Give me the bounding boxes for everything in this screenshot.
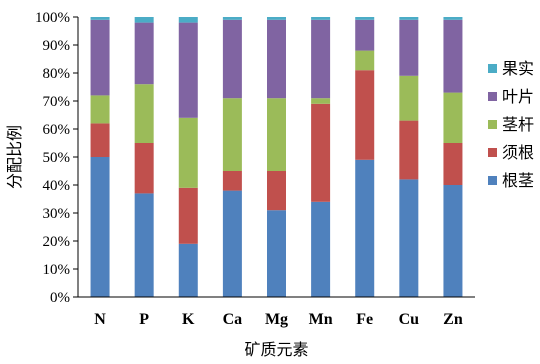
plot-area bbox=[90, 17, 463, 297]
x-category-label: Mn bbox=[309, 311, 333, 328]
bar-segment bbox=[399, 120, 419, 180]
bar-segment bbox=[443, 185, 463, 297]
x-category-label: Cu bbox=[399, 311, 420, 328]
x-category-label: Zn bbox=[443, 311, 463, 328]
bar-segment bbox=[399, 19, 419, 76]
bar-segment bbox=[178, 187, 198, 244]
bar-segment bbox=[443, 17, 463, 20]
bar-segment bbox=[178, 243, 198, 297]
bar-segment bbox=[222, 19, 242, 99]
x-category-label: Fe bbox=[356, 311, 373, 328]
bar-segment bbox=[134, 193, 154, 297]
y-tick-label: 20% bbox=[43, 234, 71, 250]
bar-segment bbox=[311, 19, 331, 99]
bar-segment bbox=[222, 171, 242, 191]
x-category-label: Mg bbox=[265, 311, 288, 328]
bar-segment bbox=[443, 143, 463, 185]
y-tick-label: 50% bbox=[43, 150, 71, 166]
y-tick-label: 70% bbox=[43, 94, 71, 110]
bar-segment bbox=[311, 17, 331, 20]
bar-segment bbox=[399, 75, 419, 121]
bar-segment bbox=[355, 19, 375, 51]
bar-segment bbox=[267, 19, 286, 99]
bar-segment bbox=[311, 201, 331, 297]
y-tick-label: 90% bbox=[43, 38, 71, 54]
y-tick-label: 100% bbox=[35, 10, 70, 26]
bar-segment bbox=[267, 210, 286, 297]
legend-label: 须根 bbox=[502, 143, 534, 162]
x-category-label: K bbox=[182, 311, 195, 328]
bar-segment bbox=[355, 17, 375, 20]
bar-segment bbox=[90, 95, 110, 124]
bar-segment bbox=[222, 98, 242, 171]
bar-segment bbox=[134, 143, 154, 194]
bar-segment bbox=[355, 70, 375, 160]
bar-segment bbox=[222, 190, 242, 297]
legend-swatch bbox=[488, 176, 497, 185]
legend-label: 根茎 bbox=[502, 171, 534, 190]
x-axis-title: 矿质元素 bbox=[244, 340, 308, 359]
bar-segment bbox=[355, 159, 375, 297]
bar-segment bbox=[267, 171, 286, 211]
y-axis-ticks: 0% 10% 20% 30% 40% 50% 60% 70% 80% 90% 100% bbox=[35, 10, 78, 306]
bar-segment bbox=[90, 157, 110, 297]
y-tick-label: 0% bbox=[50, 290, 70, 306]
bar-segment bbox=[134, 17, 154, 23]
y-tick-label: 60% bbox=[43, 122, 71, 138]
bar-segment bbox=[267, 17, 286, 20]
legend-swatch bbox=[488, 120, 497, 129]
bar-segment bbox=[90, 17, 110, 20]
x-category-label: Ca bbox=[223, 311, 243, 328]
bar-segment bbox=[443, 19, 463, 93]
bar-segment bbox=[178, 22, 198, 118]
bar-segment bbox=[178, 17, 198, 23]
bar-segment bbox=[134, 84, 154, 143]
y-tick-label: 30% bbox=[43, 206, 71, 222]
bar-segment bbox=[90, 123, 110, 157]
legend-swatch bbox=[488, 92, 497, 101]
y-tick-label: 10% bbox=[43, 262, 71, 278]
legend-swatch bbox=[488, 64, 497, 73]
bar-segment bbox=[222, 17, 242, 20]
x-axis-category-labels: N P K Ca Mg Mn Fe Cu Zn bbox=[94, 311, 463, 328]
bar-segment bbox=[134, 22, 154, 85]
legend-label: 叶片 bbox=[502, 87, 534, 106]
bar-segment bbox=[399, 17, 419, 20]
bar-segment bbox=[90, 19, 110, 96]
legend-label: 茎杆 bbox=[502, 115, 534, 134]
bar-segment bbox=[311, 98, 331, 104]
bar-segment bbox=[399, 179, 419, 297]
bar-segment bbox=[178, 117, 198, 188]
legend-label: 果实 bbox=[502, 59, 534, 78]
y-tick-label: 80% bbox=[43, 66, 71, 82]
x-category-label: P bbox=[139, 311, 149, 328]
y-tick-label: 40% bbox=[43, 178, 71, 194]
x-category-label: N bbox=[94, 311, 106, 328]
bar-segment bbox=[311, 103, 331, 202]
legend-swatch bbox=[488, 148, 497, 157]
bar-segment bbox=[443, 92, 463, 143]
y-axis-title: 分配比例 bbox=[5, 125, 24, 189]
bar-segment bbox=[355, 50, 375, 71]
bar-segment bbox=[267, 98, 286, 171]
